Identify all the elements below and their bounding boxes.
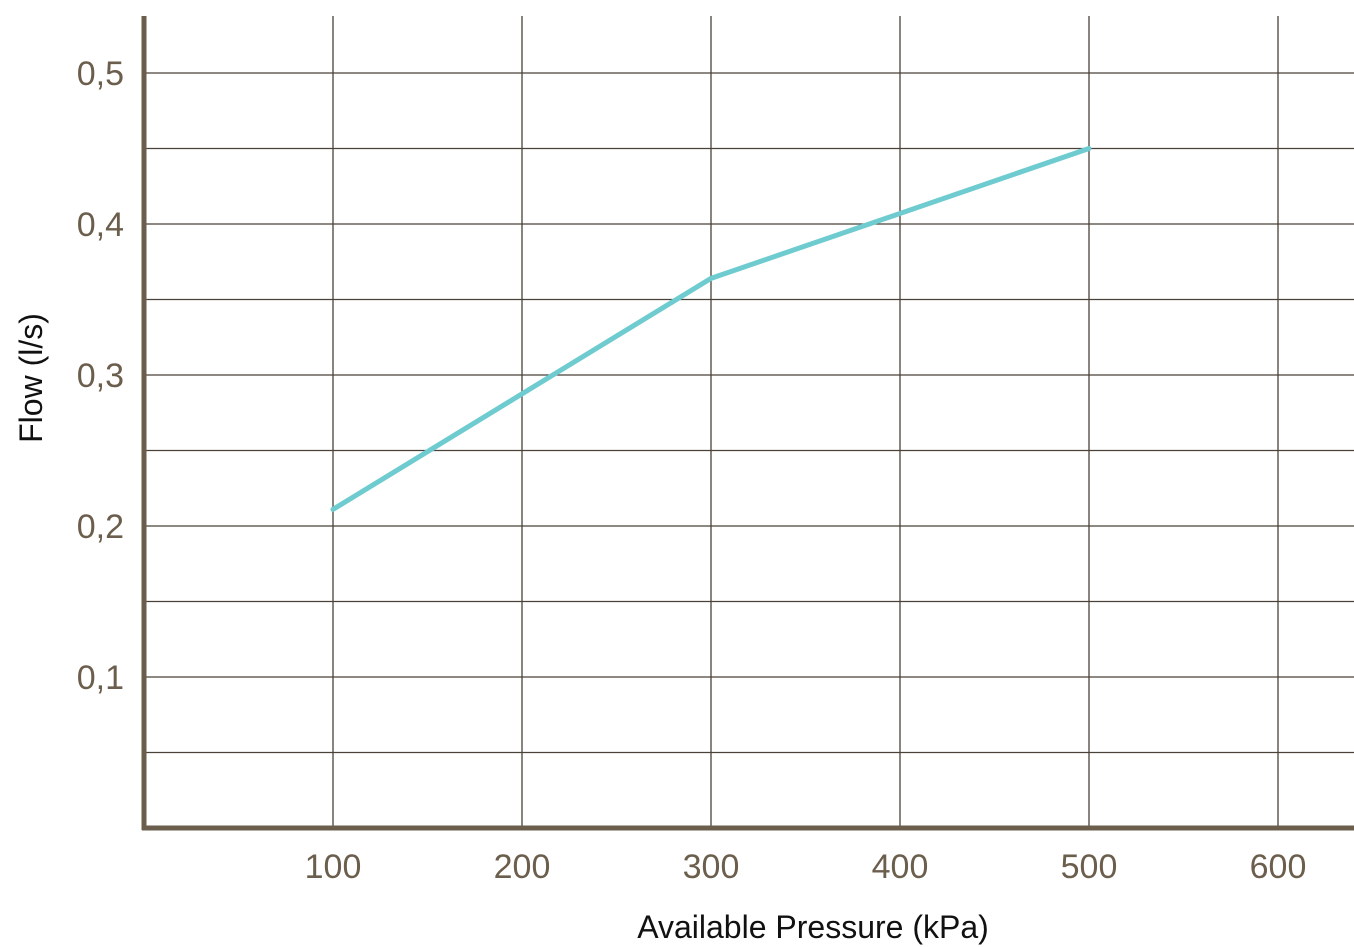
series-group [330, 146, 1092, 512]
y-tick-labels: 0,1 0,2 0,3 0,4 0,5 [77, 55, 124, 697]
y-tick-label: 0,4 [77, 206, 124, 244]
x-tick-label: 400 [872, 848, 929, 886]
y-tick-label: 0,1 [77, 659, 124, 697]
y-tick-label: 0,5 [77, 55, 124, 93]
x-tick-label: 100 [305, 848, 362, 886]
y-tick-label: 0,2 [77, 508, 124, 546]
y-axis-title: Flow (l/s) [13, 313, 49, 443]
y-tick-label: 0,3 [77, 357, 124, 395]
x-tick-label: 500 [1061, 848, 1118, 886]
grid [144, 16, 1354, 828]
x-tick-label: 200 [494, 848, 551, 886]
x-tick-label: 600 [1250, 848, 1307, 886]
x-tick-label: 300 [683, 848, 740, 886]
x-tick-labels: 100 200 300 400 500 600 [305, 848, 1307, 886]
x-axis-title: Available Pressure (kPa) [637, 909, 989, 945]
